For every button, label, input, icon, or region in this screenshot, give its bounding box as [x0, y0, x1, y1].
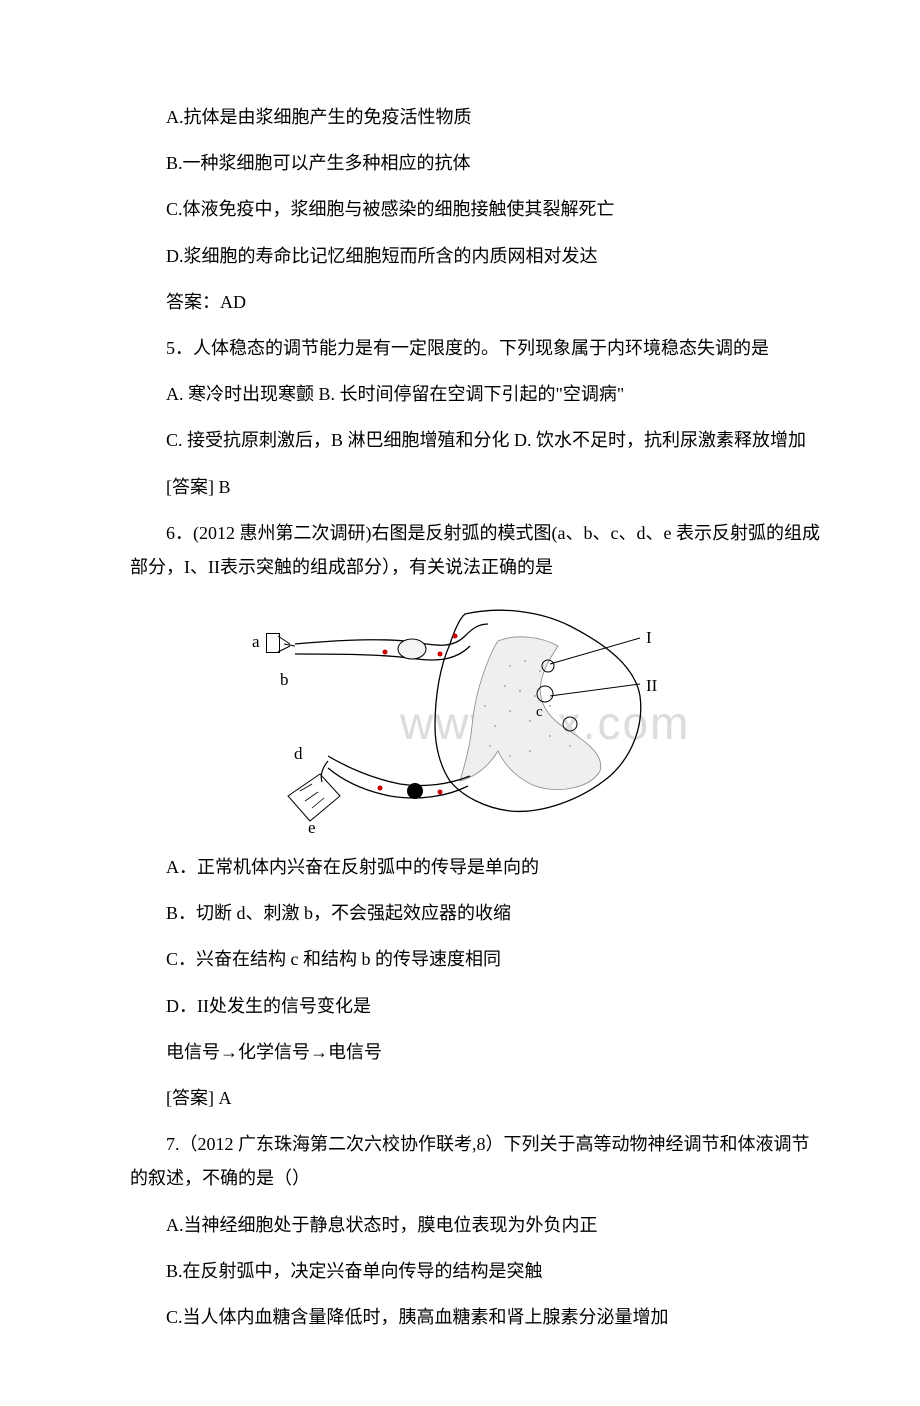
- option-q4-d: D.浆细胞的寿命比记忆细胞短而所含的内质网相对发达: [130, 239, 820, 273]
- label-I: I: [646, 628, 652, 648]
- q6-option-c: C．兴奋在结构 c 和结构 b 的传导速度相同: [130, 942, 820, 976]
- q5-stem: 5．人体稳态的调节能力是有一定限度的。下列现象属于内环境稳态失调的是: [130, 331, 820, 365]
- q5-answer: [答案] B: [130, 470, 820, 504]
- q7-option-b: B.在反射弧中，决定兴奋单向传导的结构是突触: [130, 1254, 820, 1288]
- label-d: d: [294, 744, 303, 764]
- diagram-svg: [240, 596, 710, 836]
- option-q4-b: B.一种浆细胞可以产生多种相应的抗体: [130, 146, 820, 180]
- label-c: c: [536, 704, 543, 721]
- q6-option-d: D．II处发生的信号变化是: [130, 989, 820, 1023]
- q5-option-c: C. 接受抗原刺激后，B 淋巴细胞增殖和分化 D. 饮水不足时，抗利尿激素释放增…: [130, 423, 820, 457]
- label-a: a: [252, 632, 280, 652]
- option-q4-a: A.抗体是由浆细胞产生的免疫活性物质: [130, 100, 820, 134]
- label-b: b: [280, 670, 289, 690]
- q7-option-c: C.当人体内血糖含量降低时，胰高血糖素和肾上腺素分泌量增加: [130, 1300, 820, 1334]
- q7-stem: 7.（2012 广东珠海第二次六校协作联考,8）下列关于高等动物神经调节和体液调…: [130, 1127, 820, 1195]
- option-q4-c: C.体液免疫中，浆细胞与被感染的细胞接触使其裂解死亡: [130, 192, 820, 226]
- q6-stem: 6．(2012 惠州第二次调研)右图是反射弧的模式图(a、b、c、d、e 表示反…: [130, 516, 820, 584]
- label-e: e: [308, 818, 316, 838]
- reflex-arc-diagram: www. cx.com: [240, 596, 710, 836]
- q6-option-a: A．正常机体内兴奋在反射弧中的传导是单向的: [130, 850, 820, 884]
- answer-q4: 答案：AD: [130, 285, 820, 319]
- q5-option-a: A. 寒冷时出现寒颤 B. 长时间停留在空调下引起的"空调病": [130, 377, 820, 411]
- q7-option-a: A.当神经细胞处于静息状态时，膜电位表现为外负内正: [130, 1208, 820, 1242]
- q6-answer: [答案] A: [130, 1081, 820, 1115]
- q6-option-b: B．切断 d、刺激 b，不会强起效应器的收缩: [130, 896, 820, 930]
- label-II: II: [646, 676, 657, 696]
- q6-option-d2: 电信号→化学信号→电信号: [130, 1035, 820, 1069]
